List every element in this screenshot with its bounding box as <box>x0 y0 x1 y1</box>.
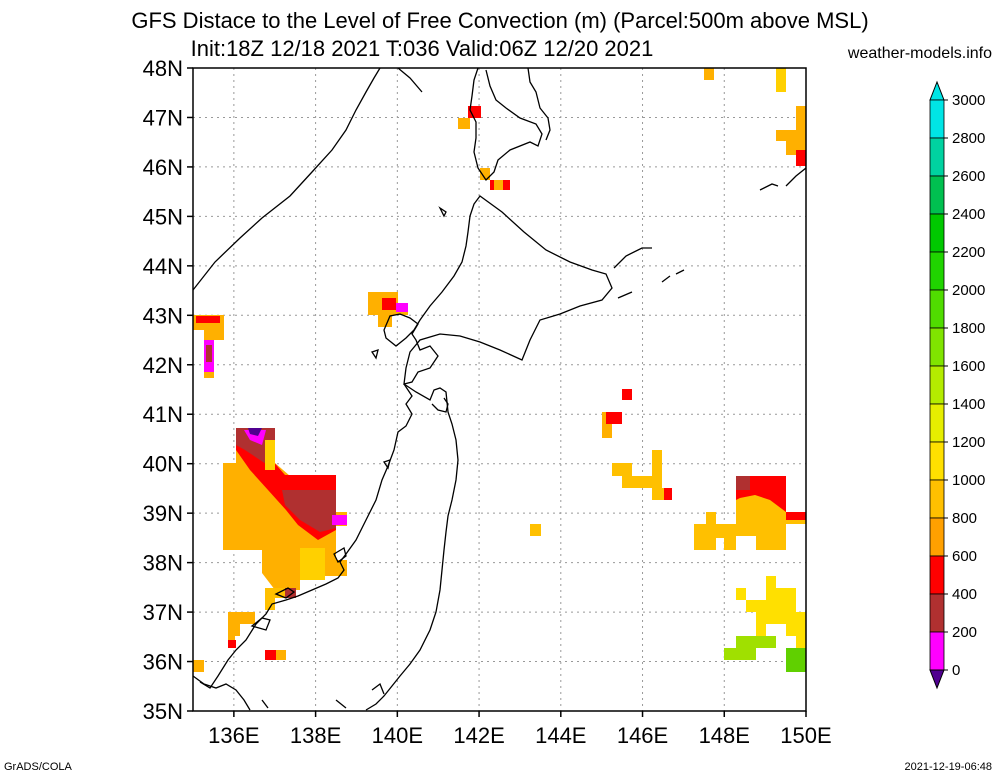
latitude-labels: 48N 47N 46N 45N 44N 43N 42N 41N 40N 39N 38N 37N 36N 3… <box>143 56 193 724</box>
lat-label: 36N <box>143 650 183 675</box>
colorbar-label: 400 <box>952 586 977 603</box>
colorbar-swatch <box>929 517 945 557</box>
colorbar-swatch <box>929 175 945 215</box>
lfc-shading <box>193 68 806 672</box>
colorbar-swatch <box>929 251 945 291</box>
lat-label: 42N <box>143 353 183 378</box>
colorbar-swatch <box>929 593 945 633</box>
lat-label: 43N <box>143 303 183 328</box>
colorbar-swatch <box>929 631 945 671</box>
colorbar-swatch <box>929 555 945 595</box>
colorbar-swatch <box>929 365 945 405</box>
longitude-labels: 136E 138E 140E 142E 144E 146E 148E 150E <box>208 711 832 748</box>
colorbar-top-arrow <box>929 80 945 101</box>
lat-label: 47N <box>143 105 183 130</box>
lat-label: 40N <box>143 452 183 477</box>
lon-label: 140E <box>372 723 423 748</box>
lat-label: 45N <box>143 204 183 229</box>
lon-label: 146E <box>617 723 668 748</box>
colorbar-swatch <box>929 403 945 443</box>
footer-credit: GrADS/COLA <box>4 761 72 773</box>
colorbar-label: 2600 <box>952 168 985 185</box>
colorbar-bottom-arrow <box>929 669 945 690</box>
coastline <box>193 68 806 711</box>
lat-label: 38N <box>143 551 183 576</box>
colorbar-label: 1000 <box>952 472 985 489</box>
site-credit: weather-models.info <box>847 45 992 62</box>
colorbar-label: 1800 <box>952 320 985 337</box>
colorbar-label: 600 <box>952 548 977 565</box>
colorbar-label: 2800 <box>952 130 985 147</box>
colorbar-label: 3000 <box>952 92 985 109</box>
lon-label: 150E <box>780 723 831 748</box>
colorbar: 3000280026002400220020001800160014001200… <box>929 80 985 690</box>
colorbar-swatch <box>929 99 945 139</box>
colorbar-label: 2200 <box>952 244 985 261</box>
map-title-line1: GFS Distace to the Level of Free Convect… <box>131 8 869 33</box>
lon-label: 144E <box>535 723 586 748</box>
colorbar-label: 2000 <box>952 282 985 299</box>
footer-timestamp: 2021-12-19-06:48 <box>904 761 992 773</box>
lat-label: 44N <box>143 254 183 279</box>
lon-label: 148E <box>699 723 750 748</box>
colorbar-swatch <box>929 479 945 519</box>
lon-label: 142E <box>453 723 504 748</box>
lat-label: 46N <box>143 155 183 180</box>
colorbar-label: 0 <box>952 662 960 679</box>
graticule <box>193 68 806 711</box>
colorbar-label: 2400 <box>952 206 985 223</box>
lon-label: 136E <box>208 723 259 748</box>
lon-label: 138E <box>290 723 341 748</box>
colorbar-swatch <box>929 213 945 253</box>
colorbar-swatch <box>929 289 945 329</box>
colorbar-label: 1200 <box>952 434 985 451</box>
lat-label: 39N <box>143 501 183 526</box>
map-frame <box>192 67 807 712</box>
colorbar-label: 1600 <box>952 358 985 375</box>
colorbar-label: 1400 <box>952 396 985 413</box>
colorbar-swatch <box>929 327 945 367</box>
lat-label: 37N <box>143 600 183 625</box>
map-title-line2: Init:18Z 12/18 2021 T:036 Valid:06Z 12/2… <box>190 36 654 61</box>
colorbar-label: 800 <box>952 510 977 527</box>
colorbar-swatch <box>929 441 945 481</box>
colorbar-swatch <box>929 137 945 177</box>
lat-label: 35N <box>143 699 183 724</box>
colorbar-label: 200 <box>952 624 977 641</box>
lat-label: 48N <box>143 56 183 81</box>
lat-label: 41N <box>143 402 183 427</box>
